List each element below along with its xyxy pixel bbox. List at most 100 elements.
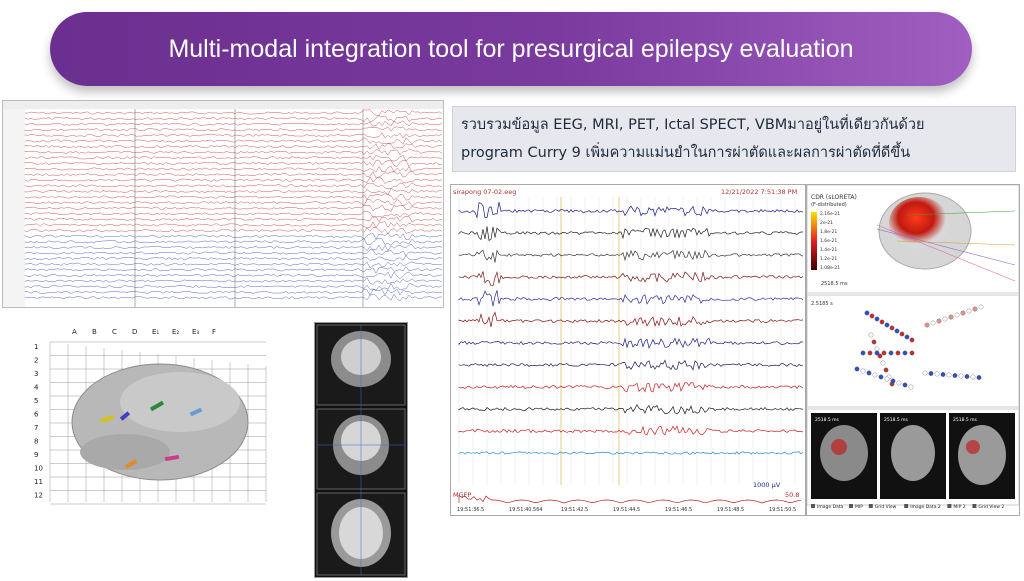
dipole-marker [942, 316, 948, 322]
curry-trace [458, 290, 804, 307]
grid-col-label: F [212, 328, 216, 336]
toolbar-icon[interactable] [904, 504, 909, 508]
eeg-overview-trace [24, 282, 443, 291]
curry-eeg-panel: sirapong 07-02.eeg 12/21/2022 7:51:38 PM… [450, 184, 806, 516]
dipole-marker [934, 371, 940, 377]
grid-row-label: 9 [34, 451, 38, 459]
eeg-overview-trace [24, 266, 443, 274]
toolbar-icon[interactable] [972, 504, 977, 508]
dipole-marker [864, 310, 870, 316]
cdr-time: 2518.5 ms [821, 281, 848, 287]
source-analysis-panel: CDR (sLORETA) (F-distributed) 2.16e-21 2e… [806, 184, 1020, 516]
dipole-marker [868, 332, 874, 338]
mri-axial-activation [966, 440, 980, 454]
eeg-overview-trace [24, 294, 443, 302]
mri-sagittal-activation [831, 439, 847, 455]
cdr-scale-label: 1.8e-21 [820, 229, 837, 235]
dipole-marker [948, 314, 954, 320]
cdr-scale-label: 1.2e-21 [820, 256, 837, 262]
eeg-overview-trace [24, 165, 443, 173]
dipole-marker [877, 353, 883, 359]
mri-stack [314, 322, 408, 578]
sensor-line-3 [906, 210, 1016, 216]
toolbar-label[interactable]: Image Data 2 [910, 504, 941, 510]
dipole-marker [940, 372, 946, 377]
electrode-marker-yellow [99, 414, 115, 424]
grid-row-label: 10 [34, 465, 43, 473]
toolbar-label[interactable]: MIP [855, 504, 863, 510]
eeg-overview-trace [24, 188, 443, 196]
toolbar-icon[interactable] [811, 504, 815, 508]
eeg-overview-trace [24, 288, 443, 296]
temporal-lobe [80, 434, 170, 470]
dipole-marker [904, 334, 910, 340]
toolbar-icon[interactable] [947, 504, 952, 508]
eeg-overview-trace [24, 120, 443, 127]
curry-trace [458, 359, 804, 371]
dipole-marker [872, 372, 878, 378]
curry-time-label: 19:51:42.5 [561, 507, 588, 513]
eeg-overview-trace [24, 142, 443, 150]
toolbar-label[interactable]: Grid View [875, 504, 897, 510]
cdr-scale-label: 1.08e-21 [820, 265, 840, 271]
grid-col-label: B [92, 328, 97, 336]
dipole-marker [866, 370, 872, 376]
eeg-overview-panel [2, 100, 444, 308]
brain-lobe-highlight [120, 372, 240, 432]
dipole-marker [954, 312, 960, 318]
dipole-marker [936, 318, 942, 324]
grid-col-label: E₁ [152, 328, 159, 336]
toolbar-label[interactable]: Grid View 2 [978, 504, 1004, 510]
curry-time-label: 19:51:48.5 [717, 507, 744, 513]
electrode-marker-blue [119, 411, 131, 421]
dipole-marker [964, 374, 970, 379]
toolbar-icon[interactable] [849, 504, 853, 508]
grid-row-label: 12 [34, 492, 43, 500]
dipole-marker [867, 350, 873, 356]
eeg-overview-trace [24, 261, 443, 268]
curry-time-label: 19:51:36.5 [457, 507, 484, 513]
eeg-overview-trace [24, 216, 443, 223]
eeg-overview-trace [24, 109, 443, 116]
mri-stack-svg [316, 324, 406, 576]
eeg-overview-trace [24, 193, 443, 201]
toolbar-label[interactable]: MIP 2 [953, 504, 965, 510]
eeg-overview-trace [24, 115, 442, 123]
cdr-scale-label: 1.6e-21 [820, 238, 837, 244]
toolbar-icon[interactable] [868, 504, 873, 508]
curry-filename: sirapong 07-02.eeg [453, 188, 516, 196]
electrode-marker-orange [124, 459, 138, 469]
mri-time-3: 2518.5 ms [953, 417, 978, 423]
dipole-marker [884, 376, 890, 382]
eeg-overview-trace [24, 148, 443, 156]
grid-row-label: 11 [34, 478, 43, 486]
cdr-subtitle: (F-distributed) [811, 202, 847, 208]
curry-trace [458, 337, 804, 350]
curry-trace [458, 202, 804, 219]
curry-trace [458, 381, 804, 393]
dipole-marker [881, 350, 887, 356]
grid-row-label: 1 [34, 343, 38, 351]
dipole-marker [880, 360, 886, 366]
grid-row-label: 5 [34, 397, 38, 405]
dipole-marker [930, 320, 936, 326]
dipole-marker [902, 350, 908, 356]
toolbar-label[interactable]: Image Data [817, 504, 844, 510]
curry-time-label: 19:51:44.5 [613, 507, 640, 513]
eeg-overview-trace [24, 249, 443, 256]
curry-trace [458, 311, 804, 328]
dipole-marker [879, 319, 885, 325]
dipole-marker [922, 370, 928, 376]
dipole-marker [972, 306, 978, 312]
dipole-marker [928, 371, 934, 376]
dipole-marker [909, 337, 915, 343]
curry-mgfp-label: MGFP [453, 491, 471, 499]
grid-row-label: 6 [34, 411, 39, 419]
description-line-2: program Curry 9 เพิ่มความแม่นยำในการผ่าต… [461, 145, 911, 161]
sensor-line-4 [896, 240, 1016, 246]
eeg-overview-traces [3, 101, 443, 307]
eeg-overview-trace [24, 159, 443, 167]
grid-row-label: 3 [34, 370, 38, 378]
eeg-overview-trace [24, 210, 443, 218]
dipole-marker [924, 322, 930, 328]
